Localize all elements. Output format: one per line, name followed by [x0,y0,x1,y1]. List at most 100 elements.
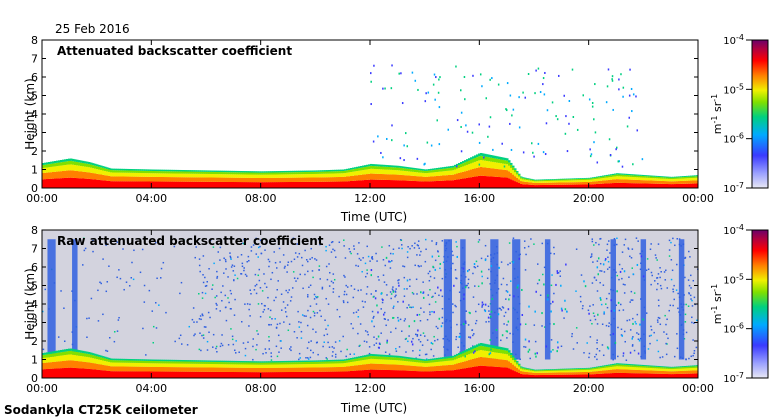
backscatter-cell [676,368,679,372]
noise-pixel [482,303,485,306]
backscatter-cell [416,359,419,363]
backscatter-cell [120,366,123,372]
backscatter-cell [684,183,687,188]
backscatter-cell [90,172,93,180]
backscatter-cell [384,164,387,167]
backscatter-cell [214,171,217,175]
backscatter-cell [118,168,121,171]
backscatter-cell [304,362,307,365]
backscatter-cell [552,370,555,373]
backscatter-cell [554,369,557,371]
noise-pixel [105,349,107,352]
backscatter-cell [540,371,543,373]
backscatter-cell [102,357,105,361]
backscatter-cell [398,360,401,365]
backscatter-cell [190,361,193,364]
noise-pixel [394,291,397,293]
boundary-layer-signal [42,152,699,188]
noise-pixel [199,315,202,317]
noise-pixel [471,329,474,331]
backscatter-cell [340,181,343,188]
backscatter-cell [224,371,227,378]
backscatter-cell [302,172,305,175]
backscatter-cell [688,175,691,177]
backscatter-cell [576,369,579,371]
cloud-pixel [603,311,605,314]
backscatter-cell [392,359,395,365]
noise-pixel [407,340,409,343]
backscatter-cell [520,373,523,378]
backscatter-cell [568,184,571,188]
cloud-pixel [485,97,488,100]
backscatter-cell [110,172,113,177]
backscatter-cell [542,371,545,373]
backscatter-cell [526,370,529,373]
backscatter-cell [360,167,363,171]
backscatter-cell [596,368,599,372]
backscatter-cell [444,361,447,366]
backscatter-cell [442,370,445,378]
noise-pixel [580,274,583,276]
backscatter-cell [462,166,465,172]
cloud-pixel [555,115,557,118]
noise-pixel [204,292,207,295]
backscatter-cell [376,164,379,167]
backscatter-cell [110,170,113,173]
noise-pixel [632,317,634,320]
backscatter-cell [670,371,673,375]
noise-pixel [599,270,601,272]
backscatter-cell [634,175,637,178]
cloud-pixel [537,67,540,70]
noise-pixel [229,256,232,259]
backscatter-cell [410,361,413,366]
colorbar-tick-label: 10-5 [723,82,744,96]
noise-pixel [280,293,283,295]
noise-pixel [623,292,626,294]
noise-pixel [500,309,503,311]
backscatter-cell [210,170,213,172]
noise-pixel [273,251,275,253]
cloud-pixel [438,317,441,320]
cloud-pixel [411,71,414,74]
backscatter-cell [524,184,527,188]
backscatter-cell [484,153,487,157]
backscatter-cell [528,372,531,375]
backscatter-cell [666,178,669,182]
backscatter-cell [470,349,473,354]
backscatter-cell [646,370,649,374]
backscatter-cell [264,182,267,188]
backscatter-cell [280,367,283,373]
backscatter-cell [578,372,581,375]
cloud-pixel [566,310,568,313]
backscatter-cell [284,360,287,363]
backscatter-cell [302,174,305,178]
backscatter-cell [376,173,379,180]
backscatter-cell [66,164,69,171]
noise-pixel [665,333,668,335]
noise-pixel [541,325,543,327]
backscatter-cell [520,177,523,179]
backscatter-cell [556,374,559,378]
noise-pixel [650,334,652,337]
backscatter-cell [640,177,643,181]
backscatter-cell [478,365,481,378]
backscatter-cell [678,373,681,378]
backscatter-cell [302,364,305,368]
noise-pixel [392,317,395,319]
backscatter-cell [250,182,253,188]
backscatter-cell [574,184,577,188]
backscatter-cell [600,368,603,371]
backscatter-cell [686,373,689,378]
backscatter-cell [318,363,321,368]
backscatter-cell [468,367,471,378]
backscatter-cell [656,183,659,188]
backscatter-cell [590,177,593,179]
noise-pixel [252,358,254,361]
backscatter-cell [382,166,385,170]
backscatter-cell [590,184,593,188]
noise-pixel [693,350,696,352]
cloud-pixel [438,106,441,109]
backscatter-cell [564,184,567,188]
backscatter-cell [632,365,635,368]
backscatter-cell [198,170,201,172]
